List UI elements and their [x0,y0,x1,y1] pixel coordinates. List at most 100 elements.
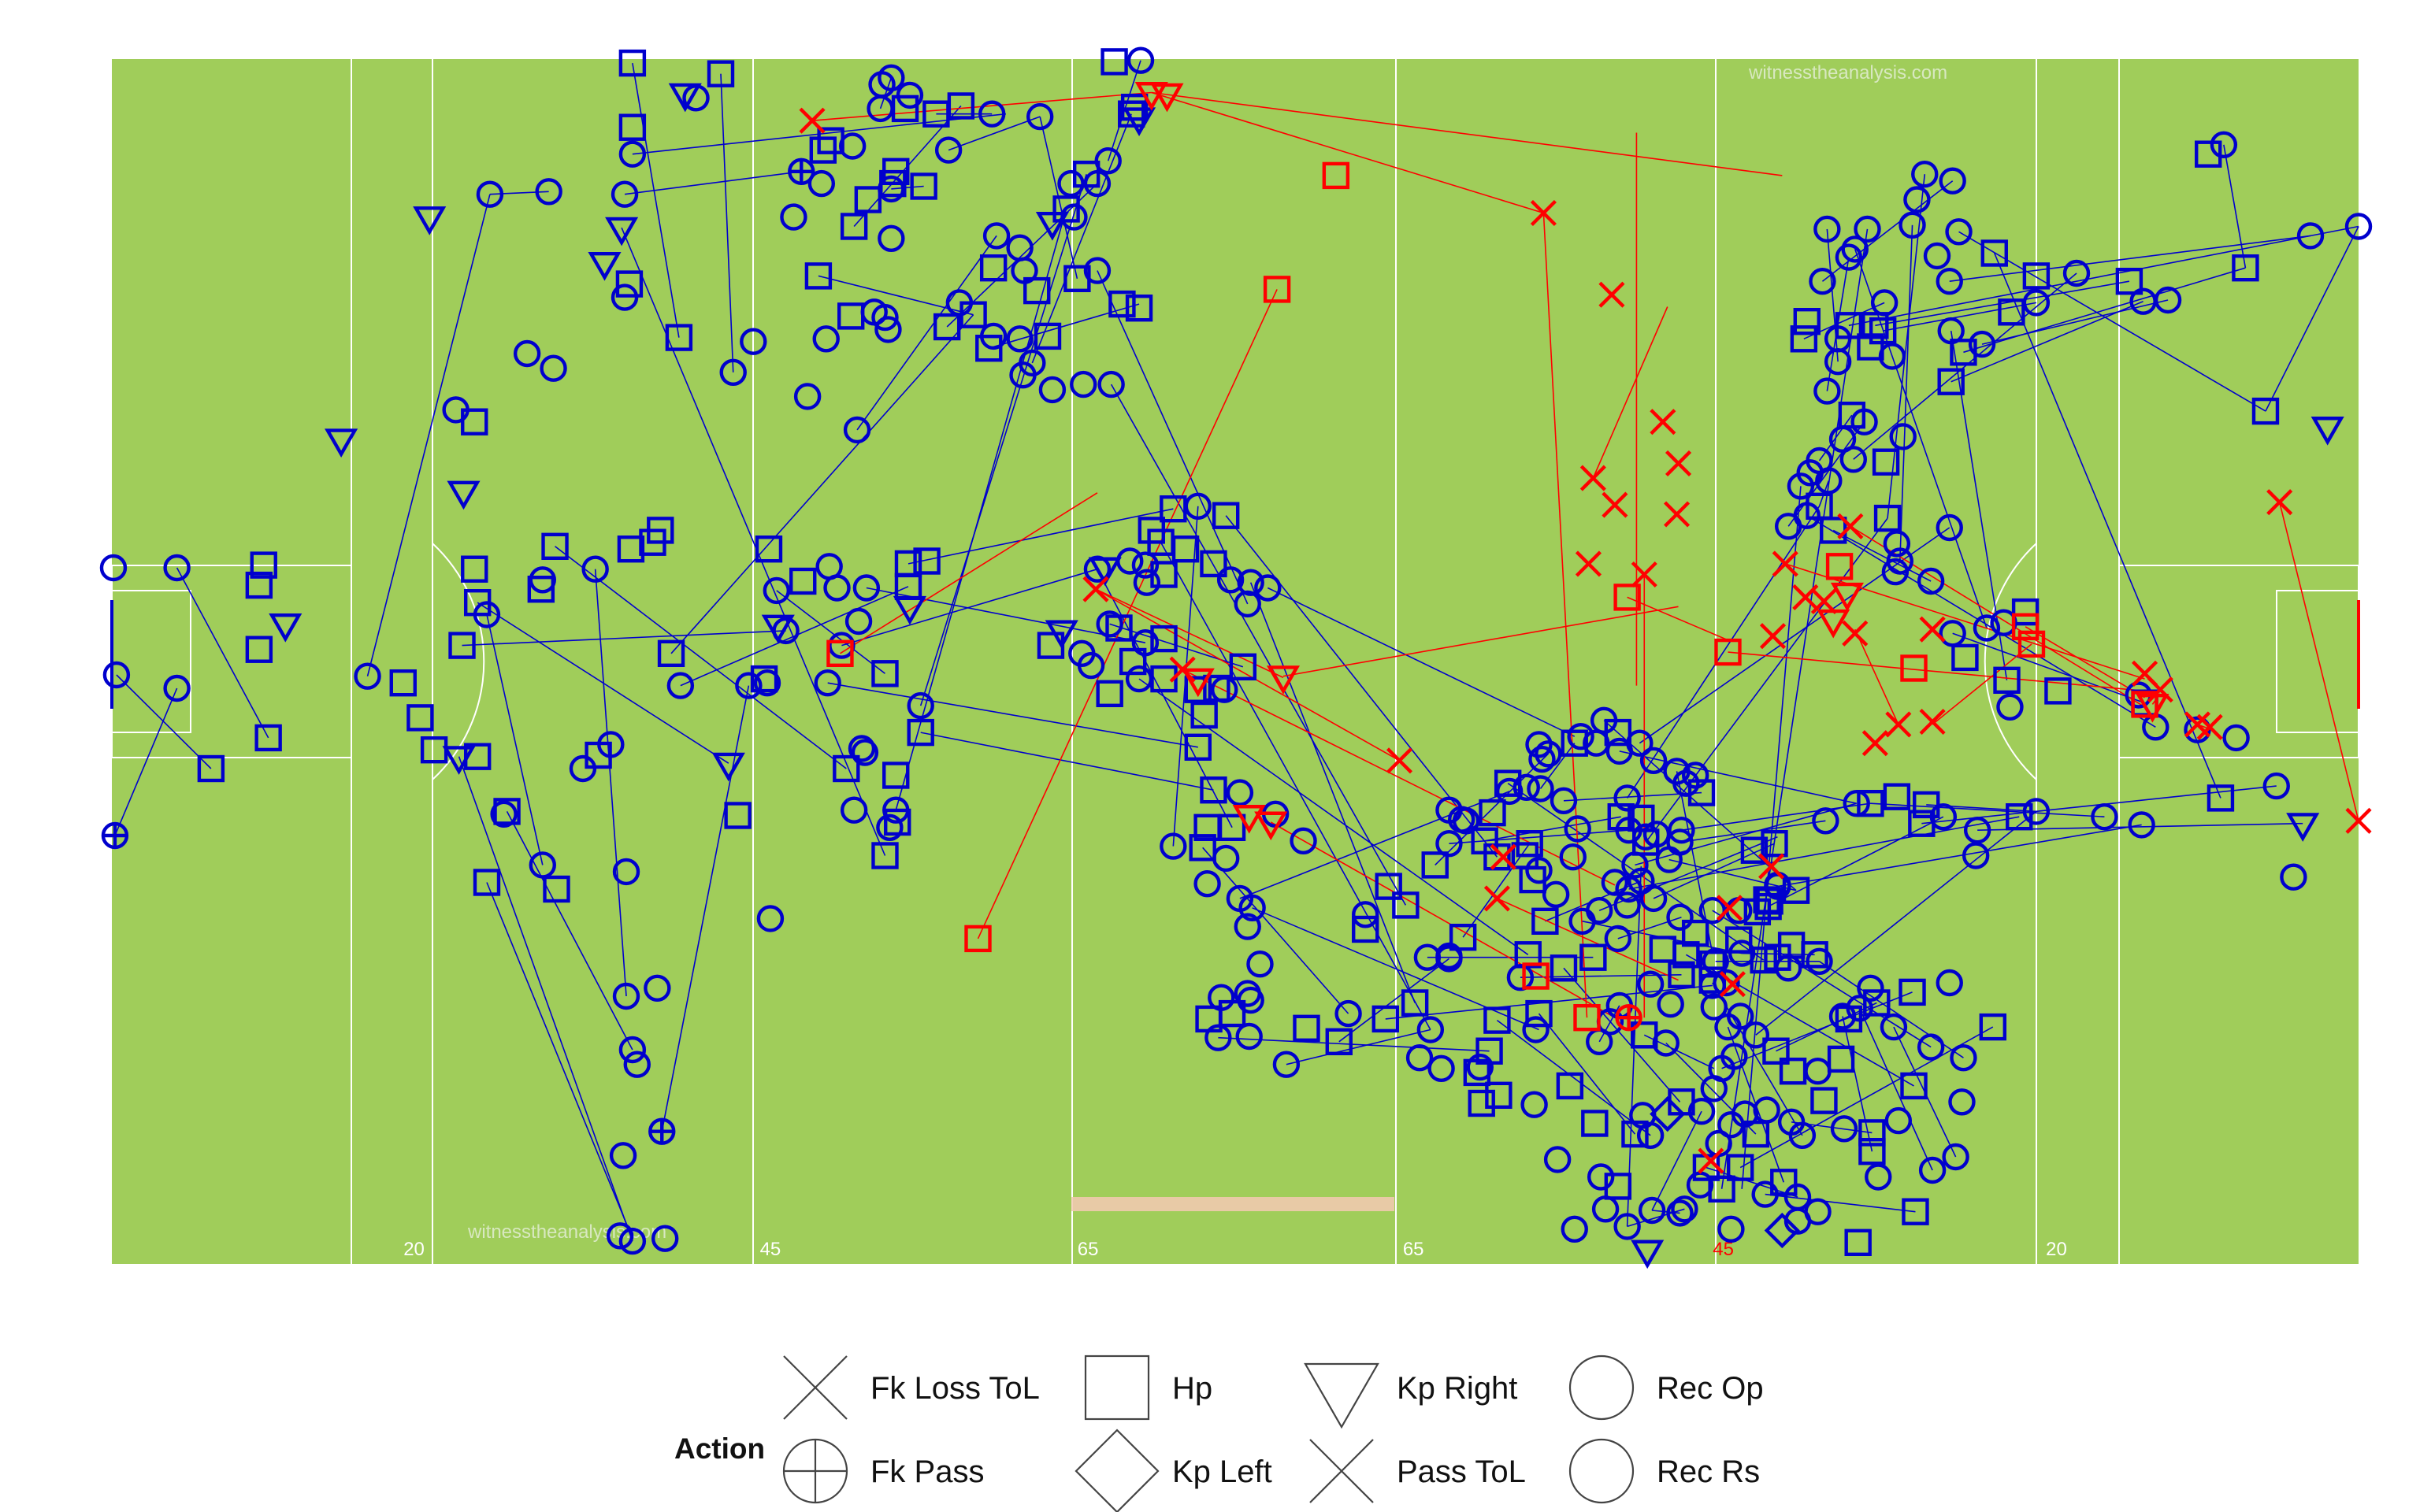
rec-circle-mark [1131,629,1160,657]
pass-tol-cross-mark [1772,550,1798,577]
pass-tol-cross-mark [1665,450,1692,476]
rec-circle-mark [2210,131,2238,159]
hp-square-mark [1375,873,1402,900]
rec-circle-mark [163,674,191,702]
hp-square-mark [615,270,644,298]
home-pass-line [1994,253,2221,799]
home-pass-line [1598,836,1778,911]
rec-circle-mark [1713,969,1740,997]
home-pass-line [458,756,633,1242]
hp-square-mark [1212,502,1240,529]
rec-circle-mark [513,339,541,368]
home-pass-line [908,508,1174,565]
home-pass-line [1963,267,2246,354]
rec-circle-mark [2091,802,2118,831]
rec-circle-mark [840,796,868,824]
rec-circle-mark [1728,939,1756,967]
pass-tol-cross-mark [1650,409,1676,435]
pass-tol-cross-mark [1861,730,1888,757]
hp-square-mark [1801,941,1828,969]
hp-square-mark [250,551,277,579]
rec-circle-mark [1911,160,1939,188]
hp-square-mark [473,869,501,896]
rec-circle-mark [1083,257,1112,284]
rec-circle-mark [442,396,470,424]
rec-circle-mark [1813,215,1841,243]
rec-circle-mark [1528,745,1556,773]
rec-circle-mark [1334,999,1362,1028]
hp-square-mark [1325,1028,1353,1056]
rec-circle-mark [1525,856,1553,884]
pass-tol-cross-mark [2196,713,2223,740]
home-pass-line [2223,144,2247,269]
home-pass-line [1645,517,1888,843]
rec-circle-mark [838,132,867,160]
hp-square-mark [1810,1087,1838,1114]
yard-label: 65 [1078,1239,1099,1260]
rec-circle-mark [1613,1213,1641,1240]
home-pass-line [1806,515,2156,728]
kp-right-triangle-mark [1266,665,1301,695]
kp-right-triangle-mark [2311,417,2344,446]
opp-pass-line [1282,606,1679,677]
pass-tol-cross-mark [1757,853,1785,880]
rec-circle-mark [581,555,609,583]
kp-right-triangle-mark [1150,83,1184,113]
rec-circle-mark [1435,945,1463,973]
home-pass-line [920,732,1214,791]
home-pass-line [891,185,924,190]
pass-tol-cross-mark [1602,491,1628,518]
pass-tol-cross-mark [1575,550,1602,577]
hp-square-mark [1613,584,1641,611]
hp-square-mark [1698,966,1727,994]
rec-circle-mark [1668,816,1695,844]
rec-circle-mark [2128,811,2155,839]
rec-circle-mark [1038,376,1067,404]
hp-square-mark [1872,448,1900,476]
kp-right-triangle-mark [588,251,622,281]
rec-circle-mark [1839,446,1867,473]
hp-square-mark [1681,919,1709,947]
home-pass-line [1712,910,1932,1048]
hp-square-mark [1193,813,1221,842]
rec-circle-mark [1843,790,1870,817]
home-pass-line [1635,802,1857,866]
home-pass-line [1097,270,1249,605]
rec-circle-mark [1742,1021,1770,1049]
home-pass-line [1668,858,1797,891]
hp-square-mark [833,754,860,783]
hp-square-mark [1118,100,1145,128]
home-pass-line [1496,1019,1651,1136]
home-pass-line [680,586,909,687]
hp-square-mark [1371,1005,1399,1033]
home-pass-line [116,674,212,769]
hp-square-mark [2006,803,2033,831]
hp-square-mark [891,94,919,123]
rec-circle-mark [2022,798,2051,825]
rec-circle-mark [740,328,767,355]
home-pass-line [114,687,178,836]
legend-key-x [783,1355,848,1420]
hp-square-mark [1725,926,1753,954]
rec-circle-mark [1813,377,1841,405]
kp-right-triangle-mark [668,83,702,113]
rec-circle-mark [2262,772,2290,800]
rec-circle-mark [1917,1033,1945,1061]
opp-pass-line [1095,588,1284,679]
rec-circle-mark [1026,102,1054,131]
rec-circle-mark [1435,796,1463,824]
kp-right-triangle-mark [1232,805,1266,834]
hp-square-mark [854,186,882,213]
rec-circle-mark [1700,993,1728,1021]
kp-right-triangle-mark [605,217,639,246]
rec-circle-mark [1097,370,1125,398]
hp-square-mark [1550,954,1578,982]
rec-circle-mark [1561,1215,1588,1243]
rec-circle-mark [878,224,905,252]
hp-square-mark [1471,827,1498,855]
home-pass-line [1202,847,1349,1014]
rec-circle-mark [1714,1013,1742,1041]
kp-right-triangle-mark [1830,582,1864,612]
hp-square-mark [2131,691,2158,718]
legend-label: Rec Rs [1657,1455,1760,1489]
